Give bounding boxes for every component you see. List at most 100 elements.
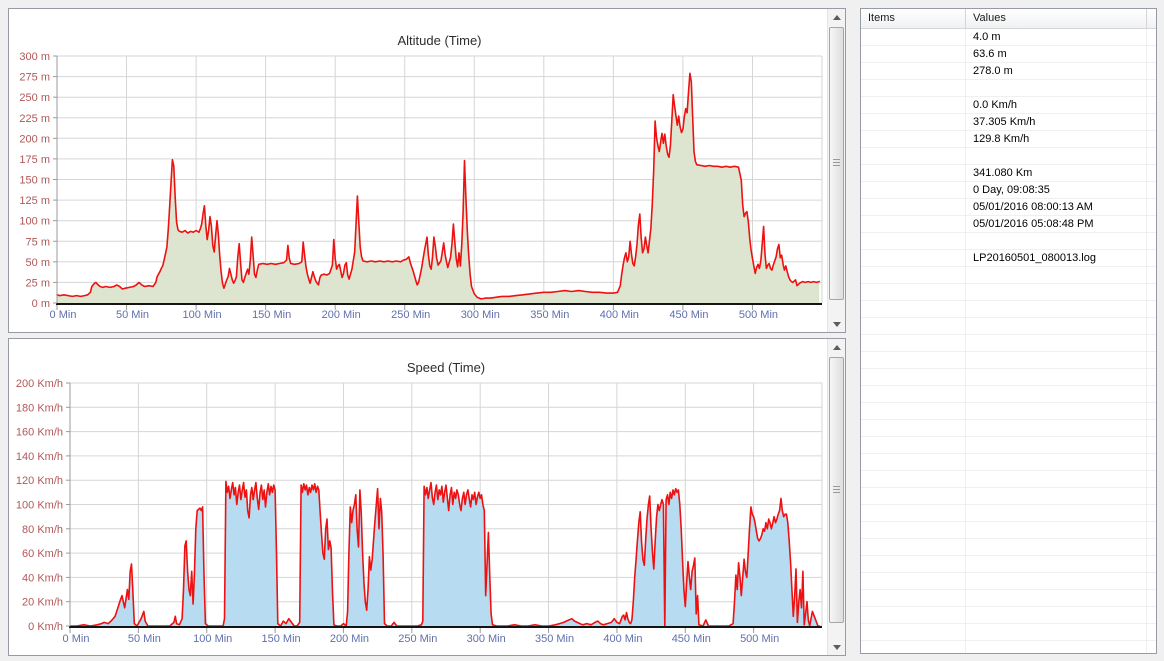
table-row[interactable] bbox=[861, 624, 1156, 641]
table-row[interactable] bbox=[861, 284, 1156, 301]
value-cell bbox=[966, 641, 1147, 653]
table-row[interactable] bbox=[861, 607, 1156, 624]
filler-cell bbox=[1147, 437, 1156, 453]
table-row[interactable]: 129.8 Km/h bbox=[861, 131, 1156, 148]
table-row[interactable] bbox=[861, 420, 1156, 437]
item-cell bbox=[861, 29, 966, 45]
table-row[interactable] bbox=[861, 148, 1156, 165]
table-row[interactable] bbox=[861, 80, 1156, 97]
svg-text:350 Min: 350 Min bbox=[535, 633, 574, 645]
filler-cell bbox=[1147, 148, 1156, 164]
scroll-down-button[interactable] bbox=[828, 316, 845, 332]
svg-text:100 Km/h: 100 Km/h bbox=[16, 500, 63, 512]
table-row[interactable]: 05/01/2016 08:00:13 AM bbox=[861, 199, 1156, 216]
table-row[interactable] bbox=[861, 590, 1156, 607]
scroll-up-button[interactable] bbox=[828, 339, 845, 355]
table-row[interactable]: 05/01/2016 05:08:48 PM bbox=[861, 216, 1156, 233]
item-cell bbox=[861, 420, 966, 436]
value-cell: 05/01/2016 05:08:48 PM bbox=[966, 216, 1147, 232]
speed-chart-pane: 0 Km/h 20 Km/h 40 Km/h 60 Km/h 80 Km/h 100 Km… bbox=[8, 338, 846, 656]
items-column-header[interactable]: Items bbox=[861, 9, 966, 28]
filler-cell bbox=[1147, 505, 1156, 521]
table-row[interactable]: 278.0 m bbox=[861, 63, 1156, 80]
table-row[interactable] bbox=[861, 352, 1156, 369]
value-cell bbox=[966, 624, 1147, 640]
table-row[interactable] bbox=[861, 488, 1156, 505]
svg-text:60 Km/h: 60 Km/h bbox=[22, 548, 63, 560]
table-row[interactable] bbox=[861, 369, 1156, 386]
filler-cell bbox=[1147, 386, 1156, 402]
value-cell bbox=[966, 403, 1147, 419]
values-column-header[interactable]: Values bbox=[966, 9, 1147, 28]
item-cell bbox=[861, 284, 966, 300]
item-cell bbox=[861, 165, 966, 181]
item-cell bbox=[861, 148, 966, 164]
svg-text:175 m: 175 m bbox=[19, 154, 50, 166]
table-row[interactable] bbox=[861, 539, 1156, 556]
svg-text:0 Min: 0 Min bbox=[63, 633, 90, 645]
item-cell bbox=[861, 437, 966, 453]
table-row[interactable] bbox=[861, 437, 1156, 454]
svg-text:50 Min: 50 Min bbox=[116, 309, 149, 321]
item-cell bbox=[861, 267, 966, 283]
value-cell: 05/01/2016 08:00:13 AM bbox=[966, 199, 1147, 215]
svg-text:180 Km/h: 180 Km/h bbox=[16, 402, 63, 414]
table-row[interactable] bbox=[861, 267, 1156, 284]
scrollbar-thumb[interactable] bbox=[829, 357, 844, 624]
table-row[interactable] bbox=[861, 403, 1156, 420]
value-cell bbox=[966, 454, 1147, 470]
scrollbar-grip-icon bbox=[833, 486, 840, 494]
table-row[interactable] bbox=[861, 318, 1156, 335]
value-cell: 4.0 m bbox=[966, 29, 1147, 45]
table-row[interactable] bbox=[861, 522, 1156, 539]
altitude-vertical-scrollbar[interactable] bbox=[827, 9, 845, 332]
table-row[interactable]: 63.6 m bbox=[861, 46, 1156, 63]
altitude-chart: 0 m 25 m 50 m 75 m 100 m 125 m 150 m 175 m 200 m… bbox=[19, 33, 823, 321]
summary-table-panel: Items Values 4.0 m 63.6 m 278.0 m 0.0 Km/h 3… bbox=[860, 8, 1157, 654]
value-cell bbox=[966, 573, 1147, 589]
table-row[interactable]: 37.305 Km/h bbox=[861, 114, 1156, 131]
table-row[interactable]: 4.0 m bbox=[861, 29, 1156, 46]
item-cell bbox=[861, 131, 966, 147]
table-row[interactable] bbox=[861, 301, 1156, 318]
table-row[interactable]: 0.0 Km/h bbox=[861, 97, 1156, 114]
svg-text:150 Min: 150 Min bbox=[252, 309, 291, 321]
table-row[interactable] bbox=[861, 386, 1156, 403]
value-cell bbox=[966, 369, 1147, 385]
svg-text:200 Km/h: 200 Km/h bbox=[16, 378, 63, 390]
value-cell bbox=[966, 335, 1147, 351]
table-row[interactable] bbox=[861, 233, 1156, 250]
table-row[interactable]: 341.080 Km bbox=[861, 165, 1156, 182]
scrollbar-track[interactable] bbox=[828, 355, 845, 639]
speed-vertical-scrollbar[interactable] bbox=[827, 339, 845, 655]
table-row[interactable] bbox=[861, 505, 1156, 522]
scrollbar-track[interactable] bbox=[828, 25, 845, 316]
table-row[interactable] bbox=[861, 556, 1156, 573]
item-cell bbox=[861, 624, 966, 640]
table-row[interactable]: LP20160501_080013.log bbox=[861, 250, 1156, 267]
table-row[interactable] bbox=[861, 335, 1156, 352]
value-cell bbox=[966, 267, 1147, 283]
filler-cell bbox=[1147, 573, 1156, 589]
filler-cell bbox=[1147, 454, 1156, 470]
filler-cell bbox=[1147, 97, 1156, 113]
item-cell bbox=[861, 63, 966, 79]
value-cell bbox=[966, 284, 1147, 300]
scroll-down-button[interactable] bbox=[828, 639, 845, 655]
filler-cell bbox=[1147, 165, 1156, 181]
filler-cell bbox=[1147, 522, 1156, 538]
table-row[interactable] bbox=[861, 454, 1156, 471]
item-cell bbox=[861, 556, 966, 572]
svg-text:20 Km/h: 20 Km/h bbox=[22, 597, 63, 609]
svg-text:450 Min: 450 Min bbox=[669, 309, 708, 321]
filler-cell bbox=[1147, 131, 1156, 147]
table-row[interactable] bbox=[861, 641, 1156, 653]
summary-table-body[interactable]: 4.0 m 63.6 m 278.0 m 0.0 Km/h 37.305 Km/h 129… bbox=[861, 29, 1156, 653]
scroll-up-button[interactable] bbox=[828, 9, 845, 25]
item-cell bbox=[861, 539, 966, 555]
table-row[interactable] bbox=[861, 573, 1156, 590]
scrollbar-thumb[interactable] bbox=[829, 27, 844, 300]
svg-text:Altitude (Time): Altitude (Time) bbox=[397, 33, 481, 48]
table-row[interactable]: 0 Day, 09:08:35 bbox=[861, 182, 1156, 199]
table-row[interactable] bbox=[861, 471, 1156, 488]
